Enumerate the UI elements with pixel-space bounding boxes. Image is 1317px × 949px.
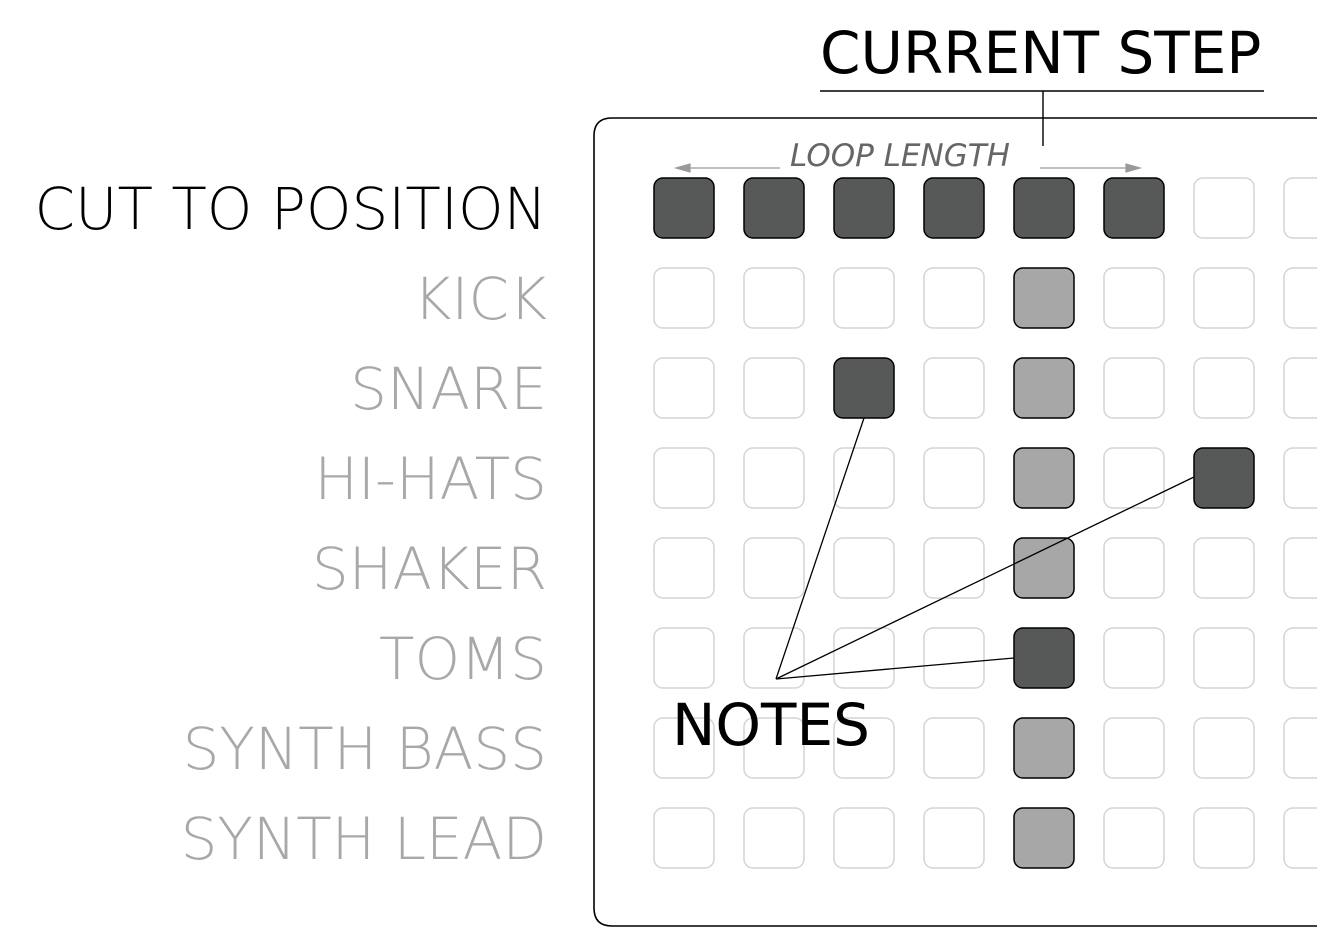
grid-cell-r5-c4-empty[interactable] [923, 537, 985, 599]
grid-cell-r7-c8-empty[interactable] [1283, 717, 1317, 779]
grid-cell-r8-c5-playhead[interactable] [1013, 807, 1075, 869]
grid-cell-r5-c8-empty[interactable] [1283, 537, 1317, 599]
grid-cell-r3-c5-playhead[interactable] [1013, 357, 1075, 419]
grid-cell-r8-c7-empty[interactable] [1193, 807, 1255, 869]
grid-cell-r5-c1-empty[interactable] [653, 537, 715, 599]
grid-cell-r3-c7-empty[interactable] [1193, 357, 1255, 419]
row-label-toms: TOMS [379, 625, 547, 693]
grid-cell-r7-c3-empty[interactable] [833, 717, 895, 779]
row-label-shaker: SHAKER [311, 535, 547, 603]
step-grid [653, 177, 1317, 869]
grid-cell-r6-c1-empty[interactable] [653, 627, 715, 689]
grid-cell-r5-c2-empty[interactable] [743, 537, 805, 599]
grid-cell-r4-c8-empty[interactable] [1283, 447, 1317, 509]
grid-cell-r4-c7-note[interactable] [1193, 447, 1255, 509]
grid-cell-r4-c4-empty[interactable] [923, 447, 985, 509]
grid-cell-r1-c2-note[interactable] [743, 177, 805, 239]
grid-cell-r8-c8-empty[interactable] [1283, 807, 1317, 869]
grid-cell-r4-c1-empty[interactable] [653, 447, 715, 509]
grid-cell-r2-c4-empty[interactable] [923, 267, 985, 329]
grid-cell-r3-c3-note[interactable] [833, 357, 895, 419]
grid-cell-r7-c4-empty[interactable] [923, 717, 985, 779]
grid-cell-r1-c6-note[interactable] [1103, 177, 1165, 239]
grid-cell-r7-c5-playhead[interactable] [1013, 717, 1075, 779]
loop-length-label: LOOP LENGTH [790, 138, 1010, 174]
grid-cell-r2-c6-empty[interactable] [1103, 267, 1165, 329]
grid-cell-r4-c5-playhead[interactable] [1013, 447, 1075, 509]
row-label-synth-lead: SYNTH LEAD [180, 805, 547, 873]
grid-cell-r5-c6-empty[interactable] [1103, 537, 1165, 599]
row-label-cut-to-position: CUT TO POSITION [34, 175, 547, 243]
grid-cell-r3-c8-empty[interactable] [1283, 357, 1317, 419]
row-label-synth-bass: SYNTH BASS [182, 715, 547, 783]
grid-cell-r8-c1-empty[interactable] [653, 807, 715, 869]
grid-cell-r5-c3-empty[interactable] [833, 537, 895, 599]
grid-cell-r6-c5-note[interactable] [1013, 627, 1075, 689]
grid-cell-r7-c1-empty[interactable] [653, 717, 715, 779]
grid-cell-r2-c5-playhead[interactable] [1013, 267, 1075, 329]
grid-cell-r6-c6-empty[interactable] [1103, 627, 1165, 689]
grid-cell-r3-c1-empty[interactable] [653, 357, 715, 419]
grid-cell-r3-c2-empty[interactable] [743, 357, 805, 419]
grid-cell-r7-c7-empty[interactable] [1193, 717, 1255, 779]
grid-cell-r1-c5-note[interactable] [1013, 177, 1075, 239]
grid-cell-r6-c4-empty[interactable] [923, 627, 985, 689]
grid-cell-r3-c6-empty[interactable] [1103, 357, 1165, 419]
grid-cell-r6-c7-empty[interactable] [1193, 627, 1255, 689]
grid-cell-r1-c3-note[interactable] [833, 177, 895, 239]
grid-cell-r4-c3-empty[interactable] [833, 447, 895, 509]
grid-cell-r3-c4-empty[interactable] [923, 357, 985, 419]
row-label-snare: SNARE [350, 355, 547, 423]
grid-cell-r1-c7-empty[interactable] [1193, 177, 1255, 239]
grid-panel [593, 117, 1317, 927]
notes-label: NOTES [672, 691, 870, 759]
grid-cell-r8-c6-empty[interactable] [1103, 807, 1165, 869]
row-label-kick: KICK [413, 265, 547, 333]
grid-cell-r7-c2-empty[interactable] [743, 717, 805, 779]
grid-cell-r2-c3-empty[interactable] [833, 267, 895, 329]
grid-cell-r8-c2-empty[interactable] [743, 807, 805, 869]
grid-cell-r1-c8-empty[interactable] [1283, 177, 1317, 239]
grid-cell-r6-c8-empty[interactable] [1283, 627, 1317, 689]
grid-cell-r2-c2-empty[interactable] [743, 267, 805, 329]
grid-cell-r2-c1-empty[interactable] [653, 267, 715, 329]
grid-cell-r6-c2-empty[interactable] [743, 627, 805, 689]
grid-cell-r4-c6-empty[interactable] [1103, 447, 1165, 509]
grid-cell-r7-c6-empty[interactable] [1103, 717, 1165, 779]
notes-leader-lines [775, 417, 1195, 680]
grid-cell-r5-c5-playhead[interactable] [1013, 537, 1075, 599]
loop-length-bracket [673, 163, 1143, 173]
grid-cell-r5-c7-empty[interactable] [1193, 537, 1255, 599]
row-label-hi-hats: HI-HATS [314, 445, 547, 513]
grid-cell-r8-c4-empty[interactable] [923, 807, 985, 869]
grid-cell-r1-c1-note[interactable] [653, 177, 715, 239]
current-step-label: CURRENT STEP [820, 19, 1262, 87]
grid-cell-r2-c8-empty[interactable] [1283, 267, 1317, 329]
grid-cell-r8-c3-empty[interactable] [833, 807, 895, 869]
grid-cell-r4-c2-empty[interactable] [743, 447, 805, 509]
grid-cell-r1-c4-note[interactable] [923, 177, 985, 239]
grid-cell-r2-c7-empty[interactable] [1193, 267, 1255, 329]
